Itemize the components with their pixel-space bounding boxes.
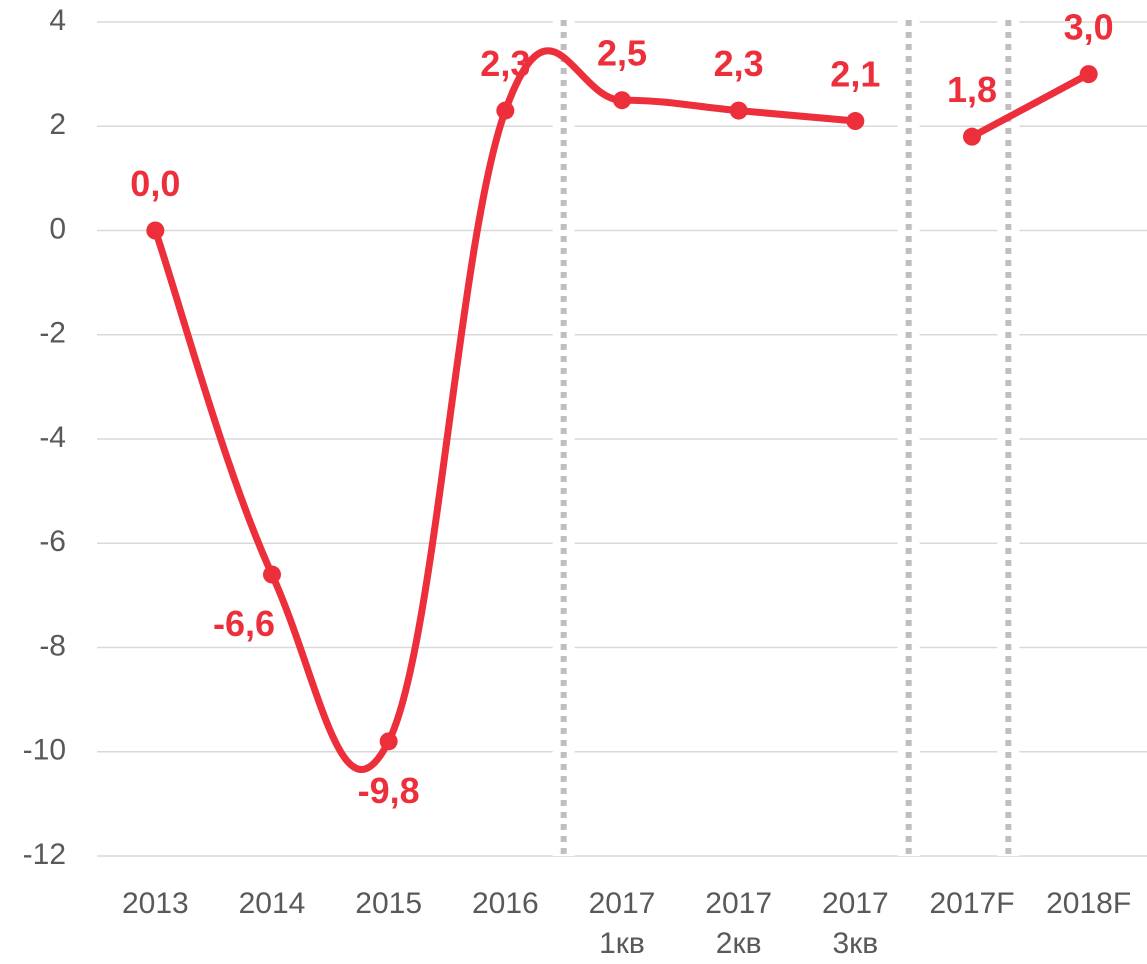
x-tick-label: 3кв — [832, 927, 878, 960]
marker — [496, 101, 515, 120]
marker — [846, 112, 865, 131]
y-tick-label: -6 — [39, 525, 66, 558]
data-label: 1,8 — [947, 69, 997, 110]
y-tick-label: 4 — [49, 4, 66, 37]
data-label: 2,1 — [830, 54, 880, 95]
data-label: 3,0 — [1064, 7, 1114, 48]
y-tick-label: 0 — [49, 212, 66, 245]
data-label: 2,3 — [480, 43, 530, 84]
y-tick-label: 2 — [49, 108, 66, 141]
x-tick-label: 2кв — [716, 927, 762, 960]
data-label: 2,3 — [714, 43, 764, 84]
x-tick-label: 2018F — [1046, 887, 1131, 920]
x-tick-label: 2016 — [472, 887, 539, 920]
y-tick-label: -10 — [23, 734, 66, 767]
y-tick-label: -4 — [39, 421, 66, 454]
y-tick-label: -8 — [39, 629, 66, 662]
marker — [613, 91, 631, 110]
marker — [1079, 65, 1098, 84]
x-tick-label: 2017 — [589, 887, 656, 920]
marker — [263, 565, 281, 584]
marker — [729, 101, 748, 120]
x-tick-label: 2017 — [705, 887, 772, 920]
x-tick-label: 2015 — [355, 887, 422, 920]
marker — [146, 221, 165, 240]
line — [151, 47, 859, 773]
y-tick-label: -2 — [39, 317, 66, 350]
x-tick-label: 2017F — [929, 887, 1014, 920]
x-tick-label: 2017 — [822, 887, 889, 920]
x-tick-label: 1кв — [599, 927, 645, 960]
x-tick-label: 2014 — [239, 887, 306, 920]
y-tick-label: -12 — [23, 838, 66, 871]
marker — [963, 127, 981, 146]
data-label: -9,8 — [358, 770, 420, 811]
data-label: -6,6 — [213, 603, 275, 644]
marker — [379, 732, 398, 751]
data-label: 2,5 — [597, 33, 647, 74]
data-label: 0,0 — [130, 163, 180, 204]
line — [968, 70, 1093, 141]
x-tick-label: 2013 — [122, 887, 189, 920]
